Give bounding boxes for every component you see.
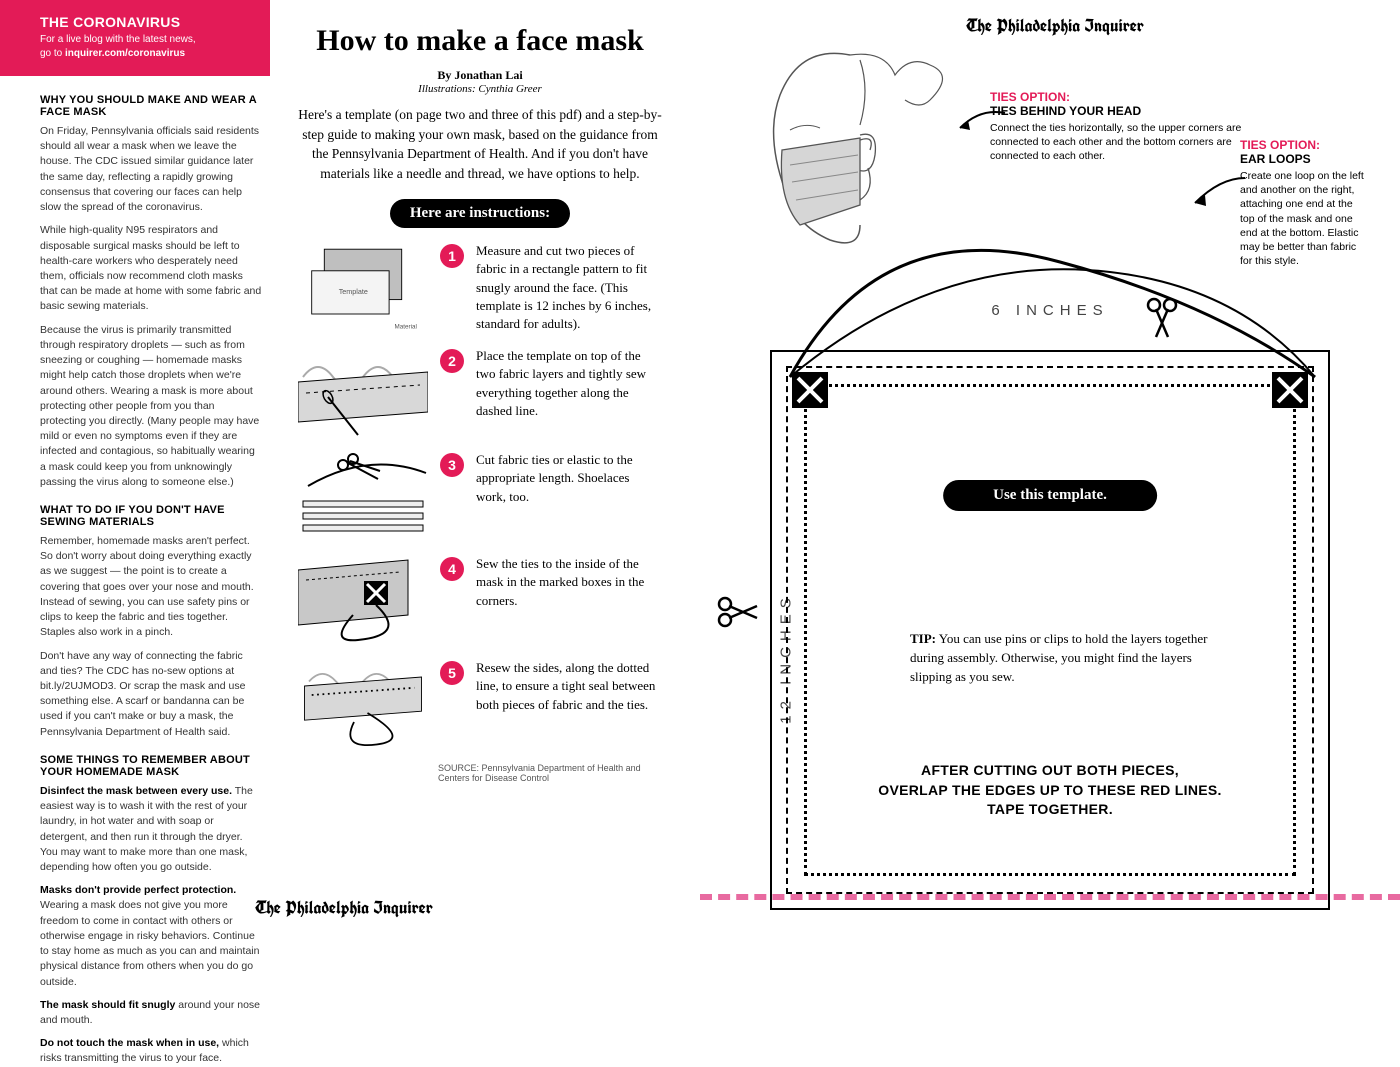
arrow-icon — [950, 108, 1010, 138]
left-para: Because the virus is primarily transmitt… — [40, 323, 262, 490]
left-para: The mask should fit snugly around your n… — [40, 998, 262, 1028]
left-column: THE CORONAVIRUS For a live blog with the… — [0, 0, 270, 932]
left-para: Do not touch the mask when in use, which… — [40, 1036, 262, 1066]
step4-illustration — [298, 555, 428, 645]
step-number: 4 — [440, 557, 464, 581]
left-para: Disinfect the mask between every use. Th… — [40, 784, 262, 875]
middle-column: How to make a face mask By Jonathan Lai … — [270, 0, 690, 932]
banner-title: THE CORONAVIRUS — [40, 14, 254, 30]
template-header-pill: Use this template. — [943, 480, 1157, 511]
ties-behind-head-note: TIES OPTION: TIES BEHIND YOUR HEAD Conne… — [990, 90, 1250, 164]
brand-logo-bottom: The Philadelphia Inquirer — [255, 896, 433, 920]
page-title: How to make a face mask — [298, 24, 662, 58]
brand-logo-top: The Philadelphia Inquirer — [740, 14, 1370, 38]
coronavirus-banner: THE CORONAVIRUS For a live blog with the… — [0, 0, 270, 76]
step-text: Place the template on top of the two fab… — [476, 347, 662, 420]
step1-illustration: Template Material — [298, 242, 428, 332]
intro-text: Here's a template (on page two and three… — [298, 105, 662, 183]
page: THE CORONAVIRUS For a live blog with the… — [0, 0, 1400, 932]
svg-text:Template: Template — [339, 287, 368, 296]
six-inches-label: 6 INCHES — [991, 302, 1108, 319]
step-number: 3 — [440, 453, 464, 477]
left-h-remember: SOME THINGS TO REMEMBER ABOUT YOUR HOMEM… — [40, 754, 262, 778]
scissors-icon — [715, 590, 759, 634]
corner-x-box — [792, 372, 828, 408]
step-text: Cut fabric ties or elastic to the approp… — [476, 451, 662, 506]
step5-illustration — [298, 659, 428, 749]
template-area: 6 INCHES 12 INCHES — [770, 350, 1330, 910]
svg-text:Material: Material — [395, 324, 417, 331]
step-text: Measure and cut two pieces of fabric in … — [476, 242, 662, 333]
left-h-why: WHY YOU SHOULD MAKE AND WEAR A FACE MASK — [40, 94, 262, 118]
left-para: On Friday, Pennsylvania officials said r… — [40, 124, 262, 215]
scissors-icon — [1140, 295, 1184, 339]
banner-subtitle: For a live blog with the latest news, go… — [40, 33, 254, 60]
step-number: 2 — [440, 349, 464, 373]
left-body: WHY YOU SHOULD MAKE AND WEAR A FACE MASK… — [0, 76, 270, 1067]
arrow-icon — [1180, 173, 1250, 213]
left-para: While high-quality N95 respirators and d… — [40, 223, 262, 314]
instructions-header: Here are instructions: — [390, 199, 570, 228]
step-row: 3 Cut fabric ties or elastic to the appr… — [298, 451, 662, 541]
step-row: 2 Place the template on top of the two f… — [298, 347, 662, 437]
template-after-note: AFTER CUTTING OUT BOTH PIECES, OVERLAP T… — [840, 761, 1260, 820]
left-h-nosew: WHAT TO DO IF YOU DON'T HAVE SEWING MATE… — [40, 504, 262, 528]
source-credit: SOURCE: Pennsylvania Department of Healt… — [298, 763, 662, 783]
byline: By Jonathan Lai — [298, 68, 662, 83]
step-text: Sew the ties to the inside of the mask i… — [476, 555, 662, 610]
illustration-credit: Illustrations: Cynthia Greer — [298, 83, 662, 95]
step-row: 5 Resew the sides, along the dotted line… — [298, 659, 662, 749]
step2-illustration — [298, 347, 428, 437]
pink-dashed-line — [700, 894, 1400, 900]
step3-illustration — [298, 451, 428, 541]
left-para: Don't have any way of connecting the fab… — [40, 649, 262, 740]
left-para: Remember, homemade masks aren't perfect.… — [40, 534, 262, 641]
step-text: Resew the sides, along the dotted line, … — [476, 659, 662, 714]
step-number: 5 — [440, 661, 464, 685]
step-number: 1 — [440, 244, 464, 268]
left-para: Masks don't provide perfect protection. … — [40, 883, 262, 990]
template-tip: TIP: You can use pins or clips to hold t… — [910, 630, 1230, 687]
step-row: Template Material 1 Measure and cut two … — [298, 242, 662, 333]
step-row: 4 Sew the ties to the inside of the mask… — [298, 555, 662, 645]
corner-x-box — [1272, 372, 1308, 408]
right-column: The Philadelphia Inquirer TIES OPTION: T… — [690, 0, 1400, 932]
